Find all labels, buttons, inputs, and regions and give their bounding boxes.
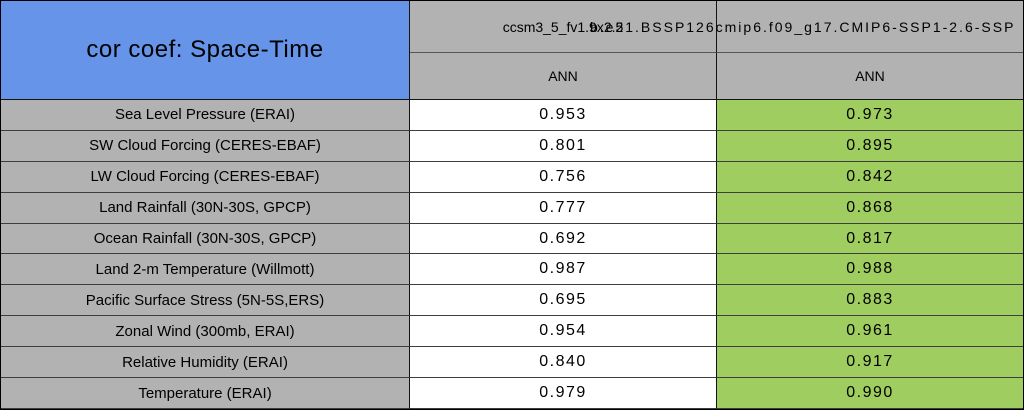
value-cell-text: 0.817 — [846, 229, 894, 247]
value-cell-text: 0.840 — [539, 353, 587, 371]
row-label-cell: Zonal Wind (300mb, ERAI) — [1, 316, 410, 348]
model-name-1: ccsm3_5_fv1.9x2.5 — [502, 18, 624, 35]
value-cell: 0.695 — [410, 285, 717, 317]
value-cell: 0.756 — [410, 161, 717, 193]
row-label-cell-text: Land Rainfall (30N-30S, GPCP) — [99, 199, 311, 217]
value-cell: 0.817 — [717, 223, 1023, 255]
value-cell-text: 0.979 — [539, 384, 587, 402]
row-label-cell: Pacific Surface Stress (5N-5S,ERS) — [1, 285, 410, 317]
value-cell-text: 0.988 — [846, 260, 894, 278]
model-header-cell-2: b.e21.BSSP126cmip6.f09_g17.CMIP6-SSP1-2.… — [590, 1, 1023, 53]
value-cell-text: 0.953 — [539, 105, 587, 123]
value-cell: 0.868 — [717, 192, 1023, 224]
value-cell-text: 0.990 — [846, 384, 894, 402]
value-cell: 0.917 — [717, 347, 1023, 379]
value-cell-text: 0.756 — [539, 167, 587, 185]
row-label-cell: SW Cloud Forcing (CERES-EBAF) — [1, 130, 410, 162]
row-label-cell-text: Zonal Wind (300mb, ERAI) — [115, 322, 295, 340]
value-cell: 0.973 — [717, 100, 1023, 131]
value-cell-text: 0.883 — [846, 291, 894, 309]
value-cell: 0.961 — [717, 316, 1023, 348]
value-cell: 0.895 — [717, 130, 1023, 162]
row-label-cell-text: Sea Level Pressure (ERAI) — [114, 106, 296, 124]
value-cell-text: 0.692 — [539, 229, 587, 247]
row-label-cell: Land Rainfall (30N-30S, GPCP) — [1, 192, 410, 224]
row-label-cell-text: LW Cloud Forcing (CERES-EBAF) — [90, 168, 320, 186]
season-header-cell-1: ANN — [410, 53, 717, 100]
row-label-cell: Land 2-m Temperature (Willmott) — [1, 254, 410, 286]
value-cell-text: 0.895 — [846, 136, 894, 154]
row-label-cell-text: SW Cloud Forcing (CERES-EBAF) — [89, 137, 321, 155]
value-cell: 0.979 — [410, 378, 717, 409]
season-header-cell-2: ANN — [717, 53, 1023, 100]
value-cell: 0.883 — [717, 285, 1023, 317]
value-cell: 0.801 — [410, 130, 717, 162]
value-cell-text: 0.868 — [846, 198, 894, 216]
value-cell: 0.988 — [717, 254, 1023, 286]
table-title: cor coef: Space-Time — [86, 36, 324, 63]
value-cell-text: 0.801 — [539, 136, 587, 154]
value-cell: 0.987 — [410, 254, 717, 286]
row-label-cell: LW Cloud Forcing (CERES-EBAF) — [1, 161, 410, 193]
value-cell-text: 0.954 — [539, 322, 587, 340]
value-cell-text: 0.961 — [846, 322, 894, 340]
value-cell: 0.953 — [410, 100, 717, 131]
season-label-2: ANN — [855, 68, 885, 84]
value-cell-text: 0.695 — [539, 291, 587, 309]
value-cell-text: 0.917 — [846, 353, 894, 371]
row-label-cell: Sea Level Pressure (ERAI) — [1, 100, 410, 131]
season-label-1: ANN — [548, 68, 578, 84]
value-cell-text: 0.973 — [846, 105, 894, 123]
value-cell-text: 0.842 — [846, 167, 894, 185]
row-label-cell-text: Land 2-m Temperature (Willmott) — [95, 260, 315, 278]
table-title-cell: cor coef: Space-Time — [1, 1, 410, 100]
row-label-cell: Temperature (ERAI) — [1, 378, 410, 409]
value-cell: 0.840 — [410, 347, 717, 379]
value-cell: 0.954 — [410, 316, 717, 348]
row-label-cell: Relative Humidity (ERAI) — [1, 347, 410, 379]
value-cell: 0.990 — [717, 378, 1023, 409]
value-cell: 0.777 — [410, 192, 717, 224]
value-cell-text: 0.987 — [539, 260, 587, 278]
row-label-cell-text: Temperature (ERAI) — [138, 384, 272, 402]
row-label-cell-text: Pacific Surface Stress (5N-5S,ERS) — [85, 291, 325, 309]
row-label-cell-text: Ocean Rainfall (30N-30S, GPCP) — [93, 230, 317, 248]
row-label-cell: Ocean Rainfall (30N-30S, GPCP) — [1, 223, 410, 255]
value-cell: 0.692 — [410, 223, 717, 255]
value-cell: 0.842 — [717, 161, 1023, 193]
model-header-cell-1: ccsm3_5_fv1.9x2.5 — [410, 1, 717, 53]
model-name-2: b.e21.BSSP126cmip6.f09_g17.CMIP6-SSP1-2.… — [590, 18, 1016, 35]
value-cell-text: 0.777 — [539, 198, 587, 216]
row-label-cell-text: Relative Humidity (ERAI) — [122, 353, 288, 371]
